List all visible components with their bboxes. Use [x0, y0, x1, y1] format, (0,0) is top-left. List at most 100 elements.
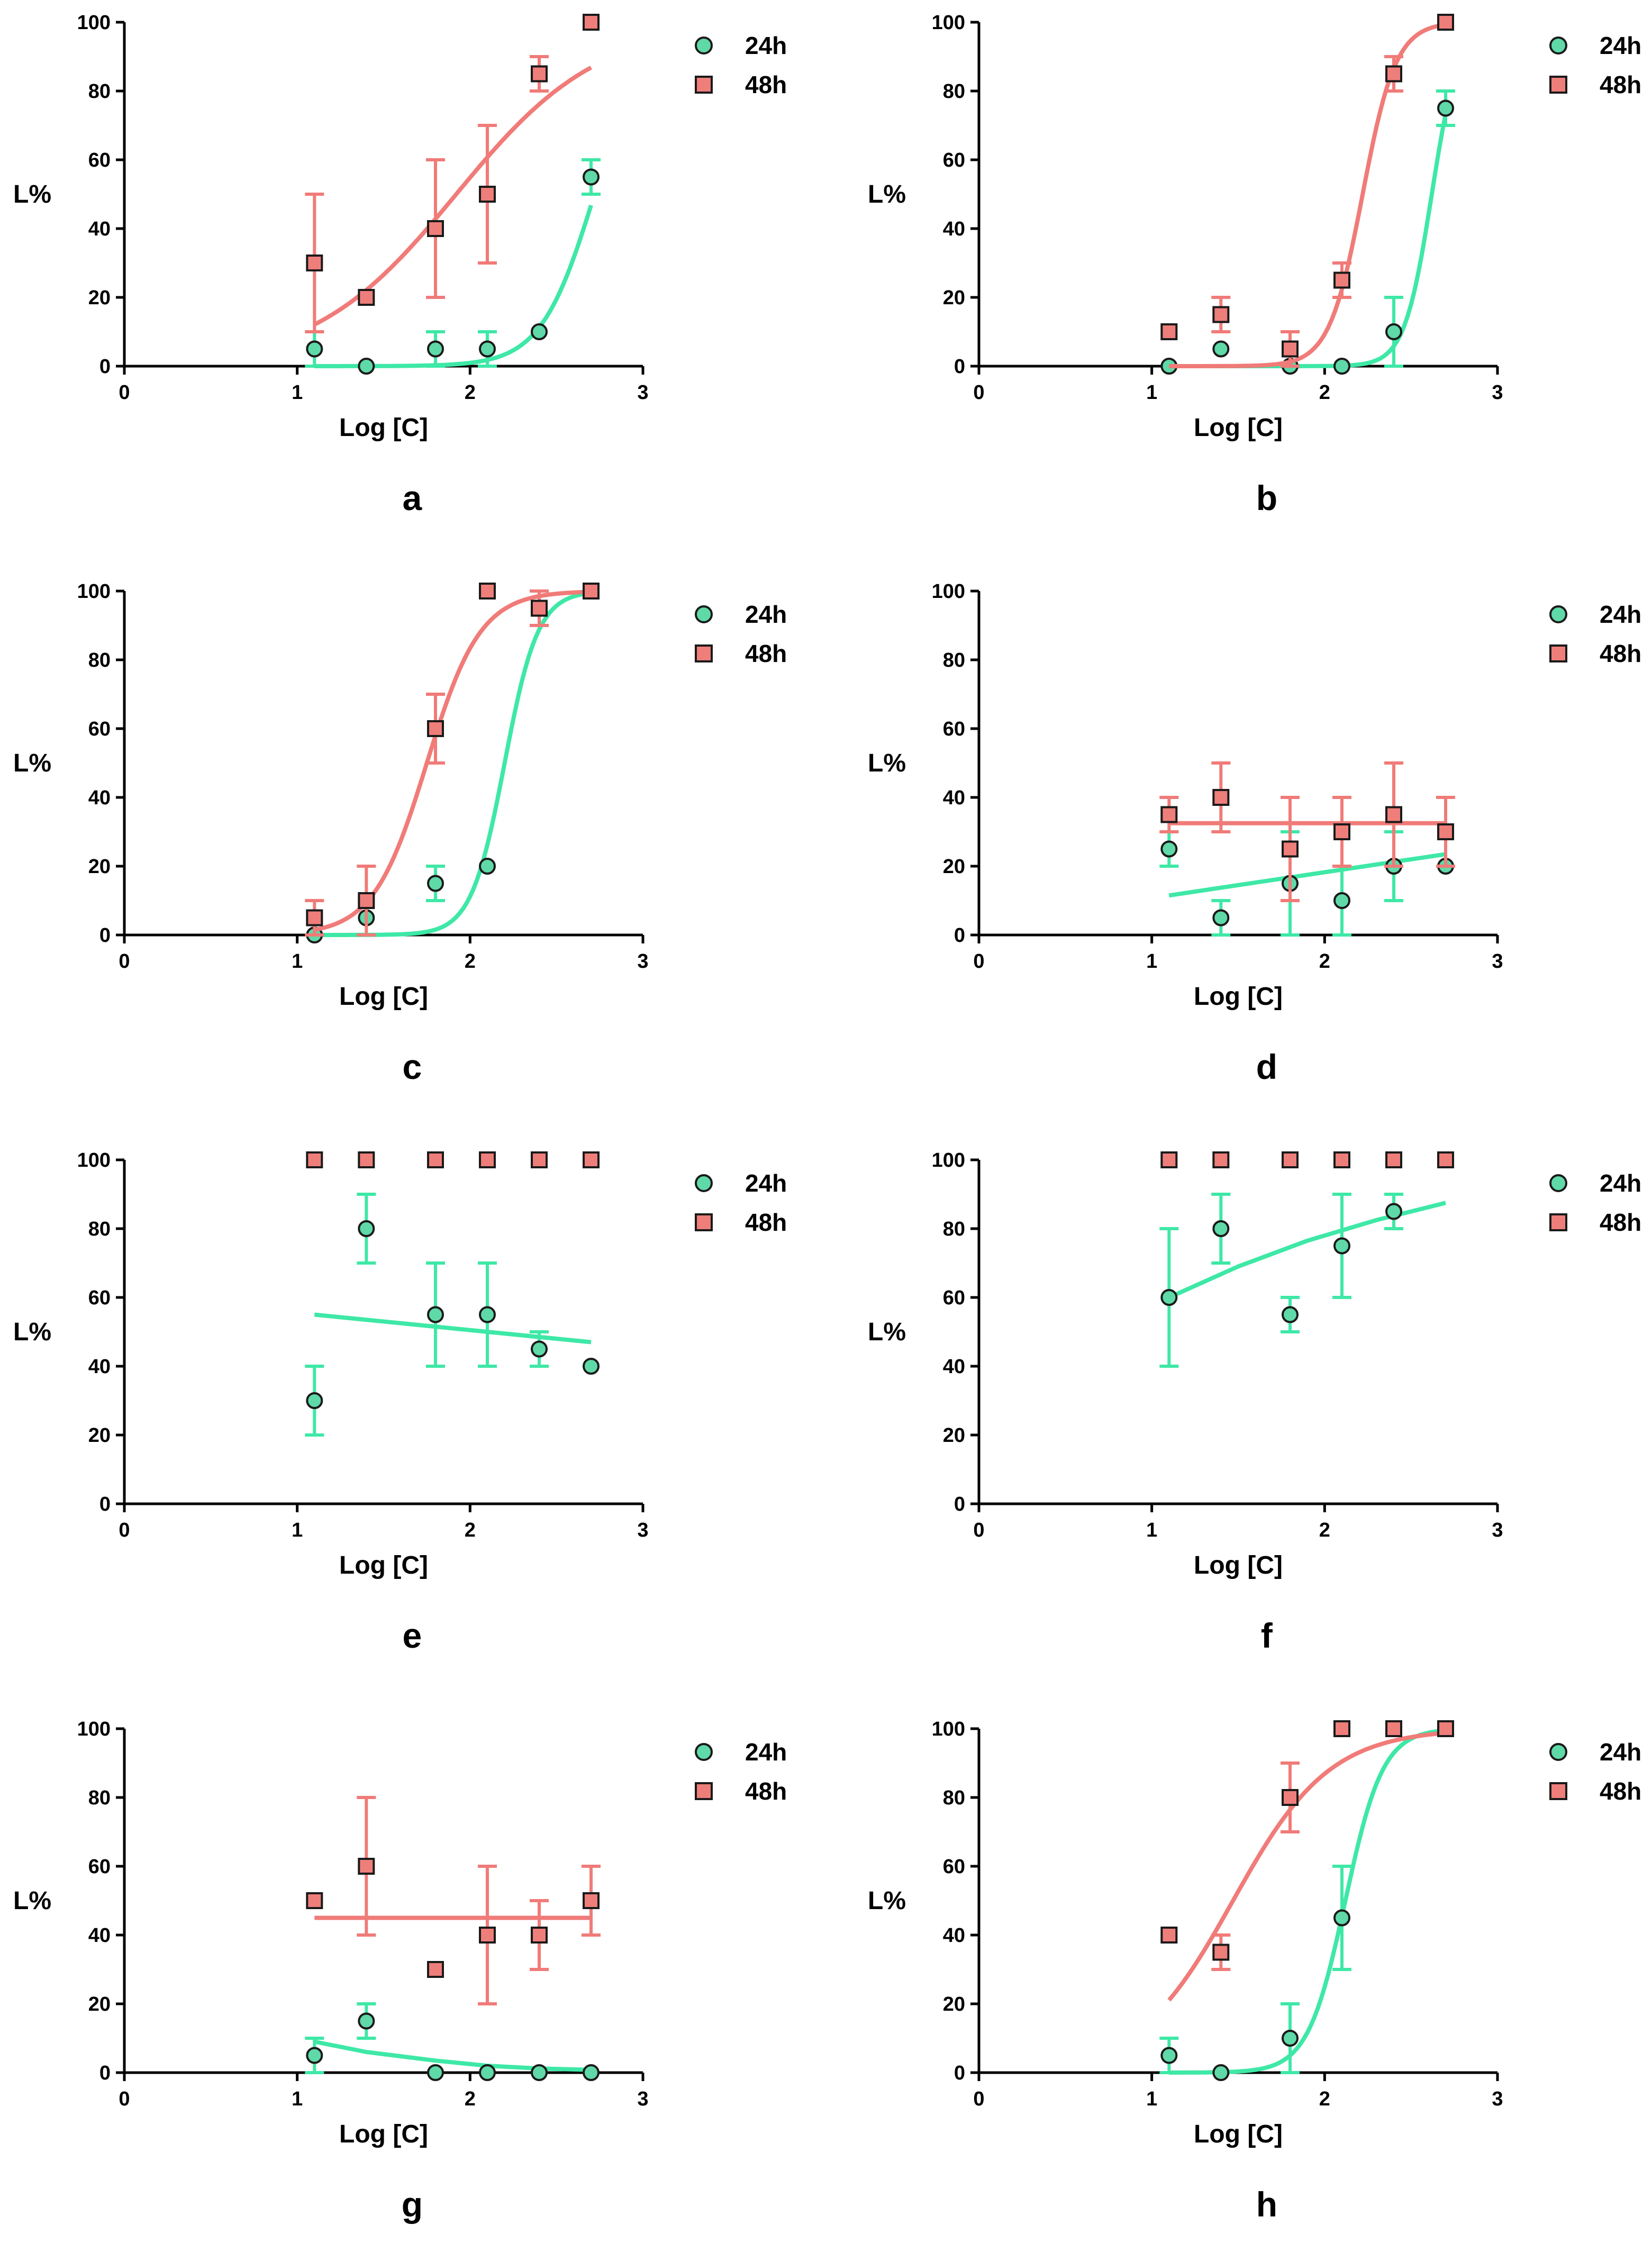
y-tick-label: 100 — [77, 580, 111, 603]
panel-label: a — [403, 478, 423, 517]
x-tick-label: 2 — [465, 950, 476, 973]
data-point-48h — [1282, 340, 1299, 358]
x-tick-label: 1 — [292, 382, 303, 404]
x-axis-title: Log [C] — [339, 414, 428, 442]
legend-entry-24h: 24h — [695, 1738, 787, 1766]
x-tick-label: 1 — [1146, 2088, 1157, 2110]
legend-marker-square — [1549, 644, 1567, 662]
y-tick-label: 80 — [88, 1218, 111, 1240]
x-tick-label: 1 — [292, 950, 303, 973]
y-tick-label: 0 — [954, 1493, 965, 1515]
legend-label: 48h — [1600, 1777, 1641, 1805]
legend-label: 48h — [745, 1209, 787, 1236]
data-point-48h — [306, 909, 323, 927]
data-point-24h — [479, 1306, 496, 1323]
y-tick-label: 20 — [88, 287, 111, 309]
data-point-24h — [583, 168, 600, 186]
y-tick-label: 80 — [88, 1787, 111, 1809]
data-point-48h — [1282, 1151, 1299, 1168]
data-point-48h — [1282, 840, 1299, 858]
legend-entry-24h: 24h — [695, 601, 787, 628]
data-point-24h — [1160, 2047, 1178, 2064]
panel-h: 0 20 40 60 80 100 0 1 2 3 Log [C] L% h 24h 48h — [868, 1718, 1641, 2224]
data-point-24h — [427, 340, 444, 358]
legend-marker-circle — [695, 1174, 713, 1192]
y-tick-label: 0 — [99, 924, 111, 947]
legend-entry-24h: 24h — [1549, 1738, 1641, 1766]
x-tick-label: 3 — [637, 382, 648, 404]
data-point-48h — [1385, 1151, 1402, 1168]
y-axis-title: L% — [868, 749, 906, 777]
data-point-48h — [358, 892, 375, 909]
data-point-48h — [531, 1927, 548, 1944]
legend-label: 24h — [745, 1169, 787, 1197]
legend-marker-circle — [1549, 605, 1567, 623]
data-point-48h — [1437, 823, 1454, 840]
legend-label: 48h — [745, 1777, 787, 1805]
data-point-48h — [427, 720, 444, 737]
x-axis-title: Log [C] — [339, 1551, 428, 1579]
legend-entry-24h: 24h — [695, 32, 787, 59]
x-tick-label: 1 — [292, 1519, 303, 1541]
legend-label: 24h — [1600, 1169, 1641, 1197]
x-axis-title: Log [C] — [1194, 1551, 1283, 1579]
fit-curve-48h — [313, 66, 592, 326]
y-tick-label: 20 — [88, 1424, 111, 1447]
x-tick-label: 0 — [973, 2088, 984, 2110]
y-tick-label: 80 — [943, 649, 965, 671]
x-tick-label: 3 — [1492, 382, 1503, 404]
data-point-48h — [1333, 271, 1350, 289]
x-tick-label: 3 — [637, 950, 648, 973]
legend-label: 48h — [1600, 1209, 1641, 1236]
x-tick-label: 2 — [1319, 1519, 1330, 1541]
legend-entry-24h: 24h — [695, 1169, 787, 1197]
legend-marker-circle — [695, 605, 713, 623]
data-point-48h — [1212, 1944, 1230, 1961]
legend-entry-48h: 48h — [695, 640, 787, 667]
legend-marker-circle — [1549, 1174, 1567, 1192]
data-point-24h — [531, 323, 548, 340]
legend-entry-48h: 48h — [1549, 1777, 1641, 1805]
data-point-48h — [427, 220, 444, 237]
data-point-48h — [306, 1151, 323, 1168]
y-tick-label: 0 — [99, 1493, 111, 1515]
data-point-24h — [427, 1306, 444, 1323]
legend-entry-48h: 48h — [695, 1777, 787, 1805]
data-point-24h — [358, 358, 375, 375]
data-point-24h — [306, 340, 323, 358]
data-point-24h — [358, 1220, 375, 1237]
legend-entry-24h: 24h — [1549, 601, 1641, 628]
data-point-24h — [1437, 99, 1454, 117]
data-point-24h — [1385, 1203, 1402, 1220]
legend-label: 48h — [745, 71, 787, 98]
y-tick-label: 20 — [88, 856, 111, 878]
legend-marker-square — [1549, 1782, 1567, 1800]
data-point-24h — [1333, 1237, 1350, 1255]
data-point-48h — [1437, 1151, 1454, 1168]
data-point-24h — [306, 2047, 323, 2064]
fit-curve-24h — [314, 204, 593, 368]
y-axis-title: L% — [868, 1887, 906, 1915]
x-axis-title: Log [C] — [339, 2120, 428, 2148]
data-point-48h — [1160, 1151, 1178, 1168]
x-tick-label: 0 — [119, 2088, 130, 2110]
data-point-48h — [1333, 1151, 1350, 1168]
y-axis-title: L% — [868, 180, 906, 208]
y-axis-title: L% — [868, 1318, 906, 1346]
data-point-48h — [1437, 1720, 1454, 1737]
y-axis-title: L% — [13, 1318, 51, 1346]
legend-marker-circle — [1549, 1743, 1567, 1761]
y-tick-label: 60 — [88, 149, 111, 171]
x-tick-label: 2 — [465, 382, 476, 404]
data-point-48h — [479, 186, 496, 203]
y-tick-label: 60 — [943, 1856, 965, 1878]
data-point-48h — [427, 1151, 444, 1168]
x-tick-label: 3 — [637, 2088, 648, 2110]
data-point-48h — [1385, 806, 1402, 823]
data-point-24h — [1385, 323, 1402, 340]
data-point-48h — [358, 289, 375, 306]
legend-label: 24h — [1600, 1738, 1641, 1766]
panel-a: 0 20 40 60 80 100 0 1 2 3 Log [C] L% a 24h 48h — [13, 12, 787, 517]
x-tick-label: 3 — [1492, 2088, 1503, 2110]
